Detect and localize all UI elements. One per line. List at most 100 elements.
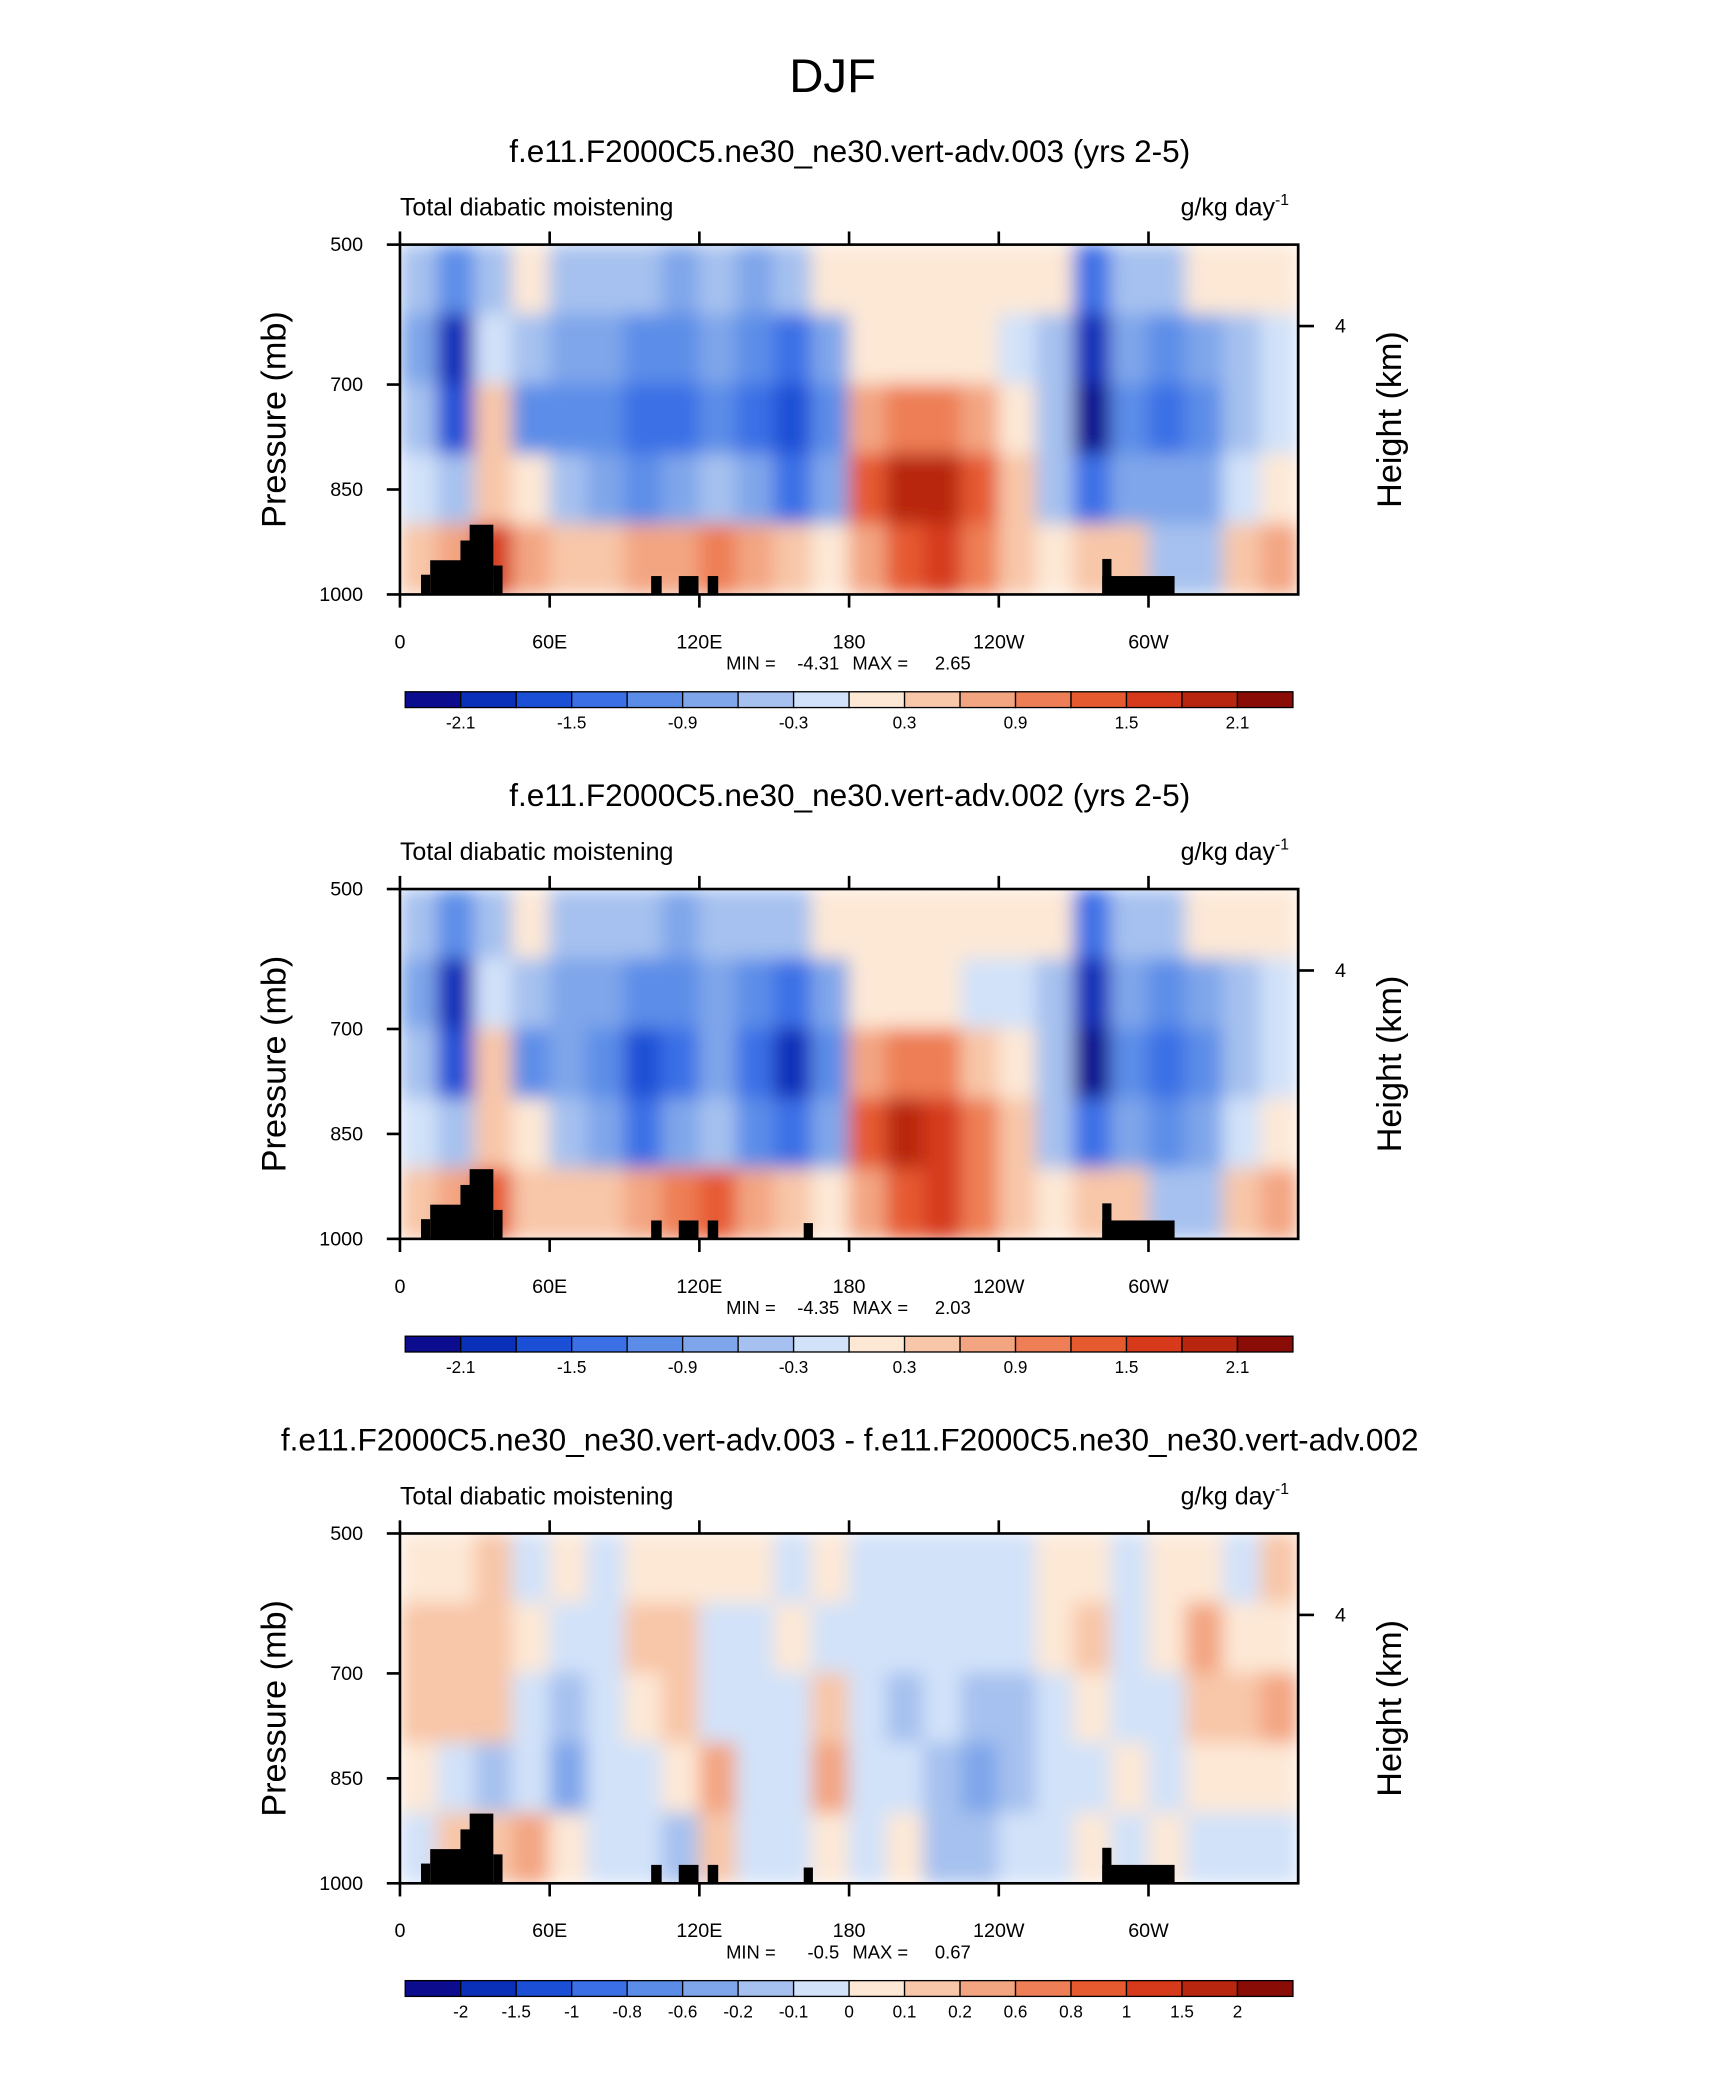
colorbar-box — [1014, 1979, 1072, 1998]
field-cell — [623, 453, 663, 526]
field-cell — [998, 383, 1037, 456]
units: g/kg day-1 — [1181, 192, 1289, 222]
field-cell — [960, 1533, 1000, 1605]
colorbar-box — [903, 691, 961, 709]
terrain-mask — [460, 540, 471, 595]
colorbar-box — [681, 691, 739, 709]
field — [399, 889, 1299, 1239]
y-tick-label: 850 — [330, 1124, 363, 1146]
field-cell — [773, 453, 813, 526]
field-cell — [436, 1742, 476, 1814]
field-cell — [1035, 1168, 1075, 1239]
field-cell — [474, 1098, 513, 1170]
field-cell — [1185, 1602, 1225, 1675]
field-cell — [885, 889, 925, 960]
colorbar-box — [737, 1335, 795, 1353]
field-cell — [960, 1742, 1000, 1814]
x-tick-label: 60E — [532, 1276, 567, 1298]
field-cell — [848, 453, 888, 526]
field-cell — [1260, 383, 1299, 456]
field-cell — [436, 1028, 476, 1100]
field-cell — [885, 313, 925, 386]
field-cell — [586, 313, 626, 386]
field-cell — [1260, 1168, 1299, 1239]
colorbar-box — [848, 1979, 906, 1998]
field-cell — [1110, 383, 1150, 456]
field-cell — [623, 244, 663, 316]
colorbar-label: -2 — [453, 2002, 468, 2021]
terrain-mask — [678, 576, 699, 595]
field-cell — [923, 313, 963, 386]
field-cell — [511, 313, 551, 386]
terrain-mask — [430, 560, 462, 595]
field-cell — [436, 1098, 476, 1170]
colorbar-label: -2.1 — [446, 1358, 475, 1377]
field-cell — [998, 1533, 1037, 1605]
field-cell — [1147, 958, 1187, 1030]
field-cell — [1260, 313, 1299, 386]
field-cell — [923, 453, 963, 526]
field-cell — [848, 889, 888, 960]
colorbar-label: 1 — [1122, 2002, 1132, 2021]
colorbar-label: 1.5 — [1115, 1358, 1139, 1377]
field-cell — [1147, 313, 1187, 386]
field-cell — [923, 1672, 963, 1745]
colorbar-box — [626, 1979, 684, 1998]
field-cell — [698, 889, 738, 960]
terrain-mask — [430, 1204, 462, 1239]
field-cell — [511, 1672, 551, 1745]
field-cell — [474, 1742, 513, 1814]
y-tick-label: 700 — [330, 1663, 363, 1685]
field-cell — [661, 958, 701, 1030]
field-cell — [436, 889, 476, 960]
field-cell — [1110, 1533, 1150, 1605]
field-cell — [436, 453, 476, 526]
field-cell — [549, 958, 588, 1030]
y-axis-label: Pressure (mb) — [256, 956, 294, 1173]
field-cell — [885, 1672, 925, 1745]
colorbar-label: 2.1 — [1226, 714, 1250, 733]
x-tick-label: 120E — [676, 631, 722, 653]
field-cell — [549, 1742, 588, 1814]
colorbar-label: -0.1 — [779, 2002, 808, 2021]
field-cell — [1222, 523, 1262, 595]
field — [399, 1533, 1299, 1884]
field-cell — [586, 889, 626, 960]
field-cell — [1185, 313, 1225, 386]
field-cell — [1035, 523, 1075, 595]
field-cell — [549, 1672, 588, 1745]
y-tick-label: 700 — [330, 374, 363, 396]
field-clip — [399, 889, 1299, 1239]
field-cell — [885, 1602, 925, 1675]
field-cell — [848, 958, 888, 1030]
field-cell — [436, 1672, 476, 1745]
min-value: -0.5 — [807, 1941, 839, 1962]
field-cell — [1147, 889, 1187, 960]
field-cell — [436, 313, 476, 386]
colorbar-label: 0.3 — [893, 1358, 917, 1377]
field-cell — [698, 1672, 738, 1745]
field-cell — [474, 1602, 513, 1675]
field-cell — [549, 523, 588, 595]
field-cell — [923, 1098, 963, 1170]
field-cell — [1110, 1742, 1150, 1814]
terrain-mask — [803, 1223, 813, 1239]
field-cell — [998, 1168, 1037, 1239]
colorbar-box — [1181, 1979, 1239, 1998]
colorbar-label: -1.5 — [557, 1358, 586, 1377]
field-cell — [848, 1602, 888, 1675]
field-cell — [586, 1742, 626, 1814]
field-cell — [810, 889, 850, 960]
field-cell — [1222, 453, 1262, 526]
colorbar-box — [460, 1335, 517, 1353]
field-cell — [623, 1098, 663, 1170]
field-cell — [848, 383, 888, 456]
field-cell — [998, 1098, 1037, 1170]
max-value: 0.67 — [935, 1941, 971, 1962]
field-cell — [586, 958, 626, 1030]
field-cell — [923, 1168, 963, 1239]
field-cell — [1072, 383, 1112, 456]
field-cell — [1110, 1028, 1150, 1100]
colorbar-box — [792, 1979, 850, 1998]
field-cell — [736, 889, 775, 960]
